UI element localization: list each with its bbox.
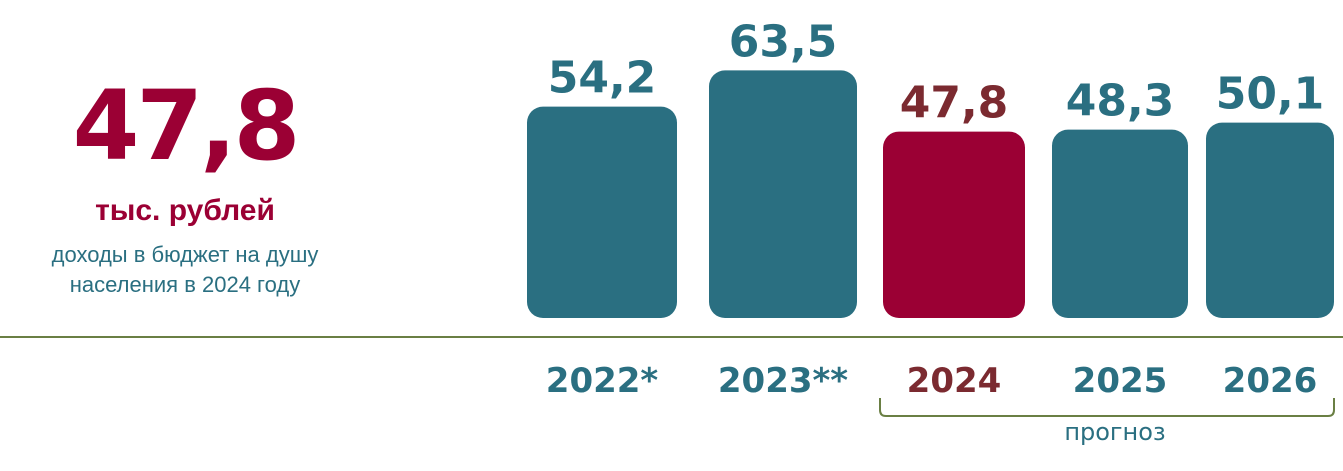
value-label: 63,5 bbox=[729, 16, 838, 67]
bar-2026 bbox=[1206, 122, 1334, 318]
kpi-description: доходы в бюджет на душу населения в 2024… bbox=[51, 242, 319, 297]
category-label: 2022* bbox=[546, 361, 659, 401]
value-label: 48,3 bbox=[1066, 76, 1175, 127]
category-label: 2026 bbox=[1223, 361, 1318, 401]
chart-baseline bbox=[0, 336, 1343, 338]
bar-2024 bbox=[883, 131, 1025, 318]
kpi-unit: тыс. рублей bbox=[95, 194, 275, 227]
category-label: 2023** bbox=[718, 361, 848, 401]
bar-2022 bbox=[527, 106, 677, 319]
bar-2023 bbox=[709, 70, 857, 318]
value-label: 54,2 bbox=[548, 53, 657, 104]
forecast-label: прогноз bbox=[1064, 418, 1166, 446]
bar-2025 bbox=[1052, 129, 1188, 318]
value-label: 47,8 bbox=[900, 78, 1009, 129]
category-label: 2024 bbox=[907, 361, 1002, 401]
value-label: 50,1 bbox=[1216, 69, 1325, 120]
category-label: 2025 bbox=[1073, 361, 1168, 401]
kpi-value: 47,8 bbox=[72, 70, 301, 182]
